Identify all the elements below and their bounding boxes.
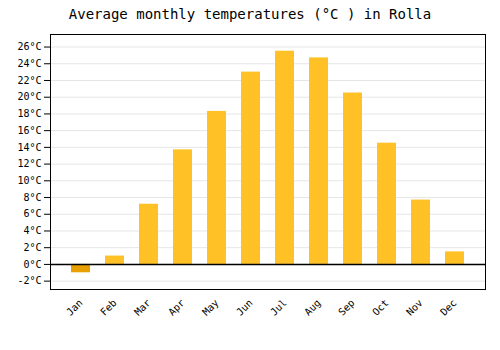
svg-text:-2°C: -2°C — [17, 275, 41, 286]
svg-text:Apr: Apr — [166, 297, 187, 318]
html-text:Average monthly temperatures (: Average monthly temperatures (°C ) in Ro… — [68, 6, 432, 22]
svg-text:Nov: Nov — [404, 297, 425, 318]
svg-text:22°C: 22°C — [17, 75, 41, 86]
svg-text:2°C: 2°C — [23, 242, 41, 253]
svg-text:6°C: 6°C — [23, 208, 41, 219]
svg-text:Jul: Jul — [268, 297, 289, 318]
svg-text:10°C: 10°C — [17, 175, 41, 186]
svg-text:Aug: Aug — [302, 297, 323, 318]
svg-text:12°C: 12°C — [17, 158, 41, 169]
svg-text:Feb: Feb — [98, 297, 119, 318]
svg-text:Jun: Jun — [234, 297, 255, 318]
svg-text:Mar: Mar — [132, 297, 153, 318]
svg-text:Jan: Jan — [64, 297, 85, 318]
svg-text:20°C: 20°C — [17, 91, 41, 102]
svg-text:Dec: Dec — [438, 297, 459, 318]
svg-text:14°C: 14°C — [17, 142, 41, 153]
svg-text:0°C: 0°C — [23, 259, 41, 270]
svg-text:8°C: 8°C — [23, 192, 41, 203]
svg-text:24°C: 24°C — [17, 58, 41, 69]
svg-text:May: May — [200, 297, 221, 318]
svg-text:18°C: 18°C — [17, 108, 41, 119]
svg-text:Sep: Sep — [336, 297, 357, 318]
svg-text:Oct: Oct — [370, 297, 391, 318]
svg-text:16°C: 16°C — [17, 125, 41, 136]
svg-text:4°C: 4°C — [23, 225, 41, 236]
svg-text:26°C: 26°C — [17, 41, 41, 52]
